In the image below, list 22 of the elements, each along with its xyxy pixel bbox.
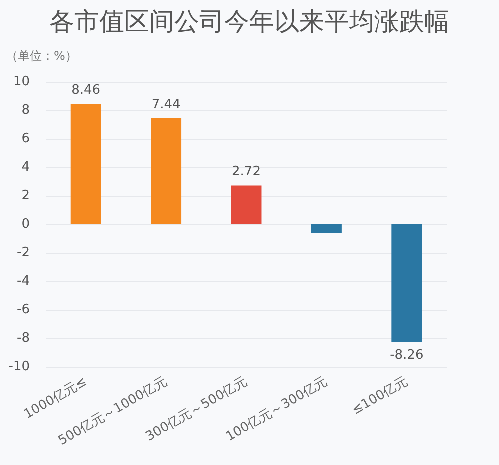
y-tick-label: 10 — [13, 74, 30, 90]
data-label: 8.46 — [72, 82, 101, 98]
bar — [392, 224, 422, 342]
y-tick-label: 2 — [22, 188, 30, 204]
bar — [231, 186, 262, 224]
y-tick-label: -2 — [17, 246, 30, 260]
y-tick-label: 6 — [22, 132, 30, 146]
y-tick-label: -6 — [17, 302, 30, 318]
y-tick-label: -8 — [17, 331, 30, 346]
y-tick-label: -4 — [17, 274, 30, 289]
y-tick-label: -10 — [8, 360, 30, 374]
y-tick-label: 4 — [22, 160, 30, 175]
bar — [151, 118, 182, 224]
y-axis-title: （单位：%） — [6, 49, 78, 63]
data-label: 2.72 — [232, 164, 261, 180]
y-tick-label: 0 — [22, 217, 30, 232]
data-label: 7.44 — [152, 97, 181, 112]
bar — [70, 104, 102, 224]
data-label: -8.26 — [390, 348, 424, 364]
bar — [311, 224, 342, 234]
y-tick-label: 8 — [22, 103, 30, 118]
chart-title: 各市值区间公司今年以来平均涨跌幅 — [50, 7, 450, 36]
